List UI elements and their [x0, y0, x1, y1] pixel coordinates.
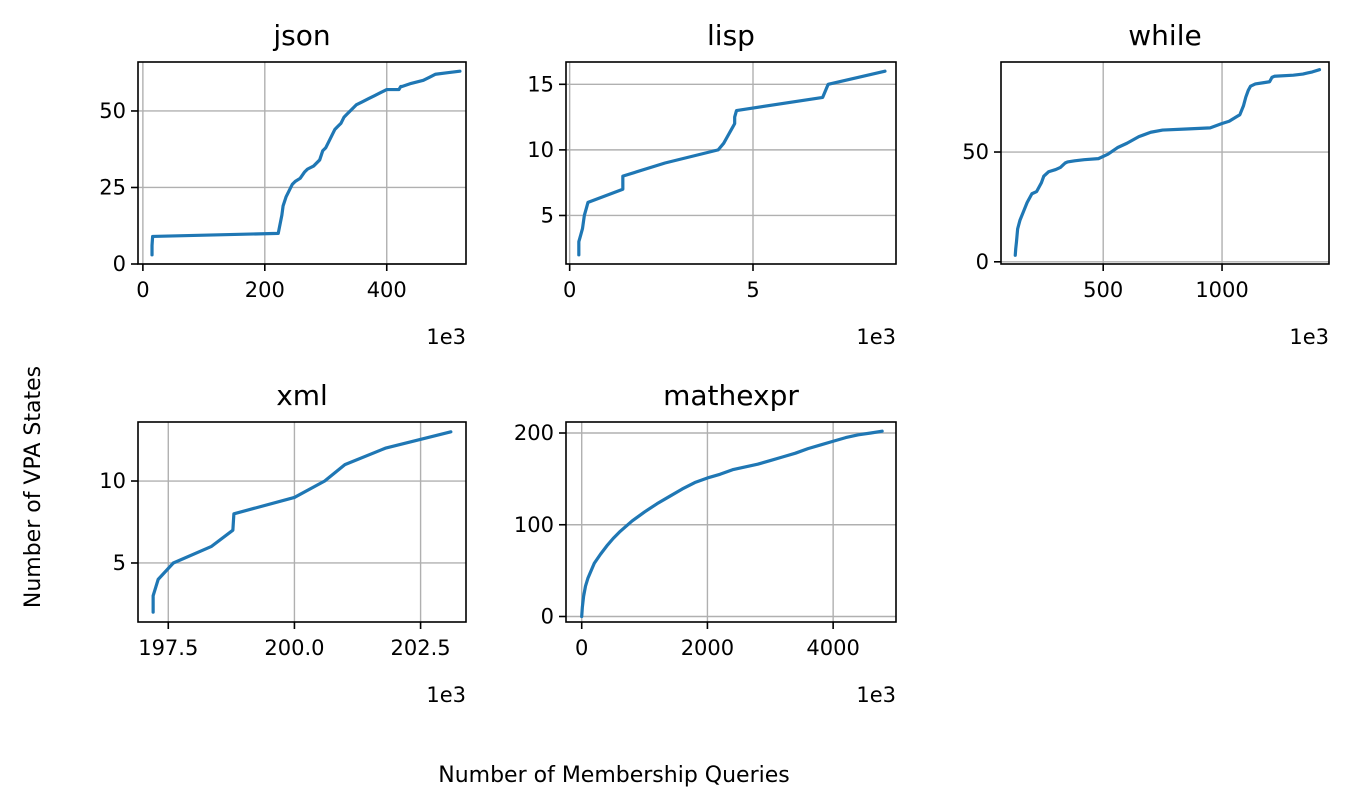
x-tick-label: 200.0 — [264, 636, 324, 660]
x-axis-multiplier: 1e3 — [856, 683, 896, 707]
series-line-lisp — [577, 69, 887, 257]
panel-xml: 197.5 200.0 202.5 5 10 1e3 xml — [99, 379, 467, 707]
y-tick-label: 50 — [99, 99, 126, 123]
y-tick-label: 5 — [113, 551, 126, 575]
panel-title: json — [272, 19, 330, 52]
panel-title: xml — [276, 379, 328, 412]
panel-json: 0 200 400 0 25 50 1e3 json — [99, 19, 467, 349]
y-tick-label: 0 — [976, 250, 989, 274]
x-tick-label: 5 — [746, 278, 759, 302]
panel-lisp: 0 5 5 10 15 1e3 lisp — [527, 19, 897, 349]
x-tick-label: 0 — [136, 278, 149, 302]
y-tick-label: 100 — [514, 513, 554, 537]
y-tick-label: 0 — [113, 252, 126, 276]
x-tick-label: 0 — [575, 636, 588, 660]
x-tick-label: 1000 — [1195, 278, 1248, 302]
x-tick-label: 0 — [563, 278, 576, 302]
axes-frame — [137, 61, 467, 265]
y-tick-label: 25 — [99, 175, 126, 199]
series-line-json — [150, 69, 462, 257]
panel-while: 500 1000 0 50 1e3 while — [962, 19, 1330, 349]
x-axis-multiplier: 1e3 — [1289, 325, 1329, 349]
figure-ylabel: Number of VPA States — [21, 366, 46, 608]
series-line-xml — [151, 430, 453, 614]
y-tick-label: 5 — [541, 203, 554, 227]
y-tick-label: 10 — [99, 469, 126, 493]
panel-title: mathexpr — [663, 379, 799, 412]
series-line-mathexpr — [580, 429, 884, 619]
series-line-while — [1013, 68, 1322, 257]
y-tick-label: 15 — [527, 72, 554, 96]
y-tick-label: 0 — [541, 604, 554, 628]
x-tick-label: 202.5 — [391, 636, 451, 660]
figure-xlabel: Number of Membership Queries — [438, 763, 789, 788]
x-axis-multiplier: 1e3 — [856, 325, 896, 349]
y-tick-label: 10 — [527, 138, 554, 162]
x-tick-label: 4000 — [806, 636, 859, 660]
axes-frame — [565, 421, 897, 623]
axes-frame — [137, 421, 467, 623]
x-tick-label: 400 — [367, 278, 407, 302]
x-tick-label: 200 — [245, 278, 285, 302]
y-tick-label: 50 — [962, 140, 989, 164]
axes-frame — [1000, 61, 1330, 265]
x-axis-multiplier: 1e3 — [426, 325, 466, 349]
x-tick-label: 197.5 — [138, 636, 198, 660]
panel-title: while — [1128, 19, 1201, 52]
x-tick-label: 2000 — [681, 636, 734, 660]
panel-title: lisp — [707, 19, 755, 52]
axes-frame — [565, 61, 897, 265]
y-tick-label: 200 — [514, 421, 554, 445]
x-axis-multiplier: 1e3 — [426, 683, 466, 707]
panel-mathexpr: 0 2000 4000 0 100 200 1e3 mathexpr — [514, 379, 897, 707]
x-tick-label: 500 — [1083, 278, 1123, 302]
